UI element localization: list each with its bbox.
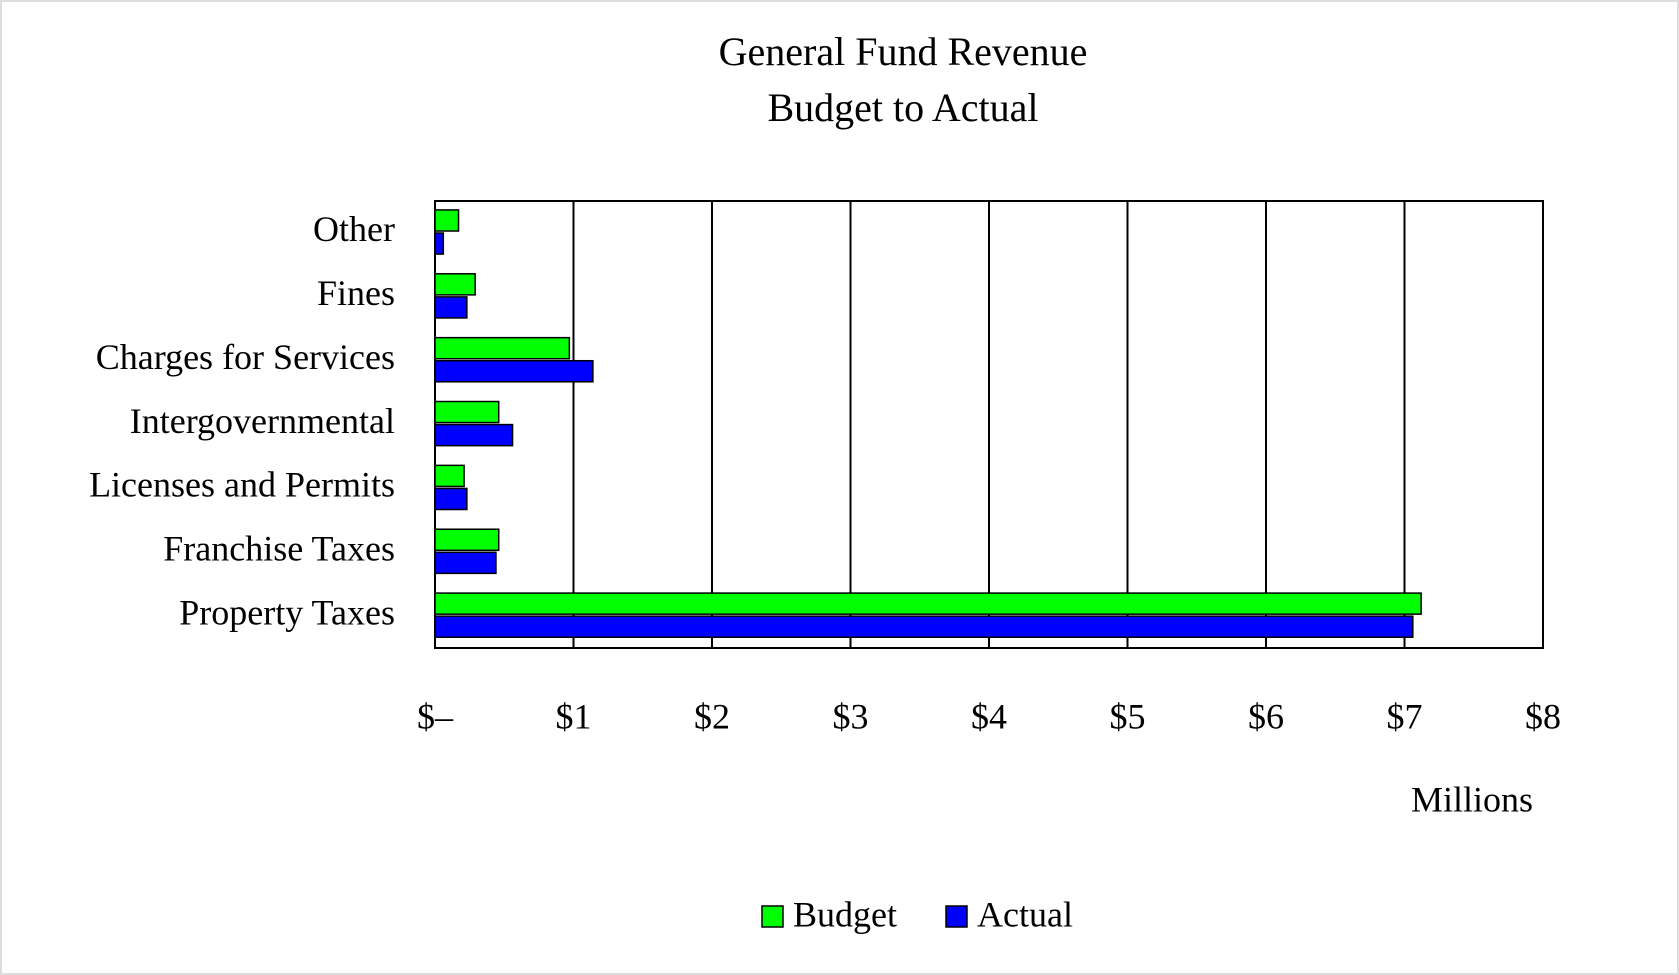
y-tick-label: Property Taxes [179, 592, 395, 632]
legend-swatch [945, 905, 968, 928]
x-tick-label: $5 [1110, 696, 1146, 736]
bar [434, 423, 514, 447]
bar [434, 232, 445, 255]
y-tick-label: Intergovernmental [130, 401, 395, 441]
legend-swatch [761, 905, 784, 928]
legend-label: Budget [793, 894, 897, 934]
bar [434, 296, 468, 319]
y-tick-label: Other [313, 209, 395, 249]
bar [434, 487, 468, 511]
chart-subtitle: Budget to Actual [767, 85, 1038, 130]
y-tick-label: Franchise Taxes [163, 528, 395, 568]
legend-label: Actual [977, 894, 1073, 934]
y-tick-label: Charges for Services [96, 337, 395, 377]
bar [434, 273, 476, 296]
bar [434, 359, 594, 383]
x-tick-label: $3 [833, 696, 869, 736]
bar [434, 551, 497, 575]
chart-title: General Fund Revenue [719, 29, 1088, 74]
x-tick-label: $7 [1387, 696, 1423, 736]
x-tick-label: $– [417, 696, 454, 736]
x-tick-label: $4 [971, 696, 1007, 736]
x-tick-label: $8 [1525, 696, 1561, 736]
bar [434, 528, 500, 552]
x-tick-label: $1 [556, 696, 592, 736]
bar [434, 615, 1414, 638]
x-tick-label: $6 [1248, 696, 1284, 736]
bar [434, 464, 465, 488]
bar [434, 336, 571, 360]
x-axis-label: Millions [1411, 779, 1533, 819]
bar [434, 400, 500, 424]
bar [434, 209, 460, 232]
y-tick-label: Licenses and Permits [89, 465, 395, 505]
y-tick-label: Fines [317, 273, 395, 313]
bar [434, 592, 1422, 615]
x-tick-label: $2 [694, 696, 730, 736]
